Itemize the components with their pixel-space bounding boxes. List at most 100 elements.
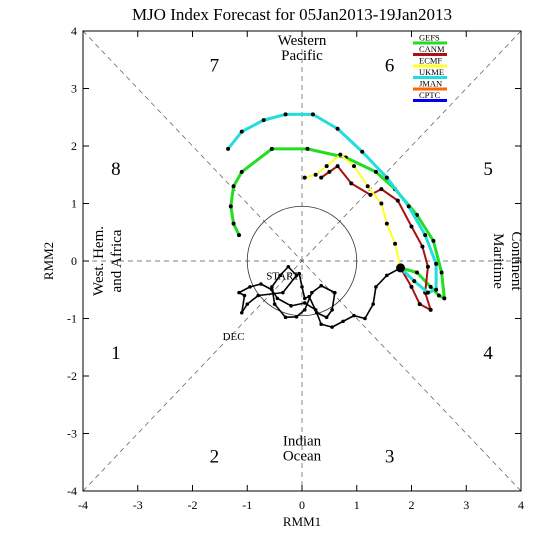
x-tick-label: 1 — [354, 498, 360, 512]
legend-label: ECMF — [419, 56, 442, 66]
observed-point — [330, 325, 334, 329]
series-line-ecmf — [304, 153, 402, 269]
phase-number: 5 — [483, 159, 493, 180]
observed-point — [324, 315, 329, 320]
observed-point — [300, 285, 304, 289]
observed-point — [319, 322, 323, 327]
observed-point — [310, 290, 314, 295]
unit-circle — [246, 205, 358, 317]
legend-label: JMAN — [419, 79, 442, 89]
observed-point — [239, 310, 244, 315]
phase-number: 6 — [385, 56, 395, 77]
series-point-ukme — [335, 126, 340, 131]
observed-point — [272, 302, 277, 306]
series-point-canm — [379, 187, 384, 192]
observed-point — [275, 296, 280, 301]
series-point-gefs — [431, 238, 436, 243]
series-point-canm — [349, 181, 354, 186]
observed-point — [302, 308, 307, 312]
series-point-ecmf — [379, 201, 384, 206]
series-point-gefs — [305, 146, 310, 151]
observed-point — [371, 302, 375, 306]
observed-point — [314, 310, 319, 315]
observed-point — [333, 290, 337, 295]
series-point-gefs — [442, 296, 447, 301]
series-point-ecmf — [338, 152, 343, 157]
legend-label: CPTC — [419, 90, 441, 100]
series-point-canm — [409, 224, 414, 229]
phase-number: 4 — [483, 343, 493, 364]
series-point-canm — [417, 302, 422, 307]
series-point-ukme — [310, 112, 315, 117]
y-tick-label: -2 — [67, 369, 77, 383]
series-point-ukme — [226, 146, 231, 151]
observed-point — [374, 285, 378, 289]
region-label-bottom: Indian — [283, 433, 322, 449]
observed-point — [245, 302, 250, 306]
observed-point — [363, 316, 367, 321]
y-tick-label: -3 — [67, 427, 77, 441]
series-point-canm — [327, 169, 332, 174]
chart-title: MJO Index Forecast for 05Jan2013-19Jan20… — [132, 5, 452, 24]
region-label-top: Western — [278, 33, 327, 49]
series-point-canm — [335, 164, 340, 169]
series-point-ecmf — [384, 221, 389, 226]
observed-point — [341, 319, 345, 324]
phase-number: 1 — [111, 343, 121, 364]
observed-point — [294, 314, 299, 319]
observed-point — [385, 273, 389, 278]
x-tick-label: 3 — [463, 498, 469, 512]
x-tick-label: 2 — [409, 498, 415, 512]
observed-point — [281, 290, 285, 295]
x-tick-label: -1 — [242, 498, 252, 512]
x-tick-label: 0 — [299, 498, 305, 512]
x-tick-label: -4 — [78, 498, 88, 512]
observed-point — [330, 308, 334, 312]
observed-point — [297, 271, 302, 276]
y-tick-label: 0 — [71, 254, 77, 268]
month-label: DEC — [223, 331, 245, 343]
y-tick-label: 3 — [71, 82, 77, 96]
series-point-ukme — [423, 233, 428, 238]
series-point-ukme — [434, 287, 439, 292]
x-axis-label: RMM1 — [283, 514, 321, 529]
observed-point — [307, 294, 311, 299]
series-point-ecmf — [313, 172, 318, 177]
region-label-left: West. Hem. — [91, 226, 107, 296]
series-point-gefs — [239, 169, 244, 174]
legend-label: GEFS — [419, 33, 440, 43]
legend-label: CANM — [419, 44, 445, 54]
phase-divider-lines — [82, 30, 522, 492]
observed-point — [242, 293, 247, 298]
observed-point — [302, 296, 307, 301]
observed-point — [270, 285, 274, 289]
series-point-ukme — [239, 129, 244, 134]
observed-point — [256, 293, 261, 298]
series-point-ecmf — [352, 164, 357, 169]
observed-current-point — [396, 263, 406, 273]
axis-ticks: -4 -3 -2 -1 0 1 2 3 4 -4 -3 -2 -1 0 1 2 3 4 — [67, 24, 524, 512]
series-point-gefs — [439, 270, 444, 275]
observed-point — [237, 290, 241, 295]
forecast-series — [226, 112, 447, 312]
phase-number: 7 — [210, 56, 220, 77]
series-point-gefs — [269, 146, 274, 151]
series-point-canm — [319, 175, 324, 180]
region-label-left: and Africa — [109, 229, 125, 292]
legend-label: UKME — [419, 67, 444, 77]
observed-point — [319, 283, 323, 288]
phase-number: 8 — [111, 159, 121, 180]
series-point-gefs — [414, 270, 419, 275]
series-point-ukme — [261, 118, 266, 123]
observed-point — [352, 313, 356, 318]
phase-number: 2 — [210, 447, 220, 468]
phase-numbers: 1 2 3 4 5 6 7 8 — [111, 56, 493, 468]
series-point-ukme — [406, 204, 411, 209]
observed-point — [270, 287, 274, 292]
observed-point — [302, 301, 307, 305]
observed-point — [289, 304, 293, 308]
observed-line — [238, 265, 401, 328]
x-tick-label: -2 — [188, 498, 198, 512]
